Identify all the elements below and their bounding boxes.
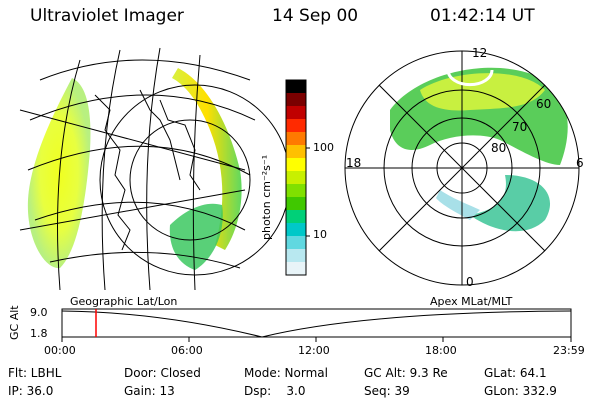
colorbar-frame (285, 79, 307, 276)
timeline-right-caption: Apex MLat/MLT (430, 295, 513, 308)
colorbar-tick-100: 100 (313, 141, 334, 154)
info-seq: Seq: 39 (364, 384, 410, 398)
colorbar-segment (286, 119, 306, 133)
date-label: 14 Sep 00 (272, 6, 359, 26)
polar-plot (344, 50, 580, 286)
colorbar-segment (286, 158, 306, 172)
x-tick-1200: 12:00 (298, 344, 330, 357)
colorbar-segment (286, 197, 306, 211)
colorbar-segment (286, 236, 306, 250)
colorbar-segment (286, 223, 306, 237)
colorbar-segment (286, 210, 306, 224)
colorbar-segment (286, 145, 306, 159)
info-glon: GLon: 332.9 (484, 384, 557, 398)
colorbar-unit-label: photon cm⁻²s⁻¹ (260, 154, 273, 240)
geographic-map (19, 47, 291, 291)
polar-grid (344, 50, 580, 286)
time-label: 01:42:14 UT (430, 6, 535, 26)
lat-label-80: 80 (491, 141, 507, 155)
altitude-curve (61, 310, 572, 338)
colorbar-segment (286, 106, 306, 120)
x-tick-2359: 23:59 (553, 344, 585, 357)
y-tick-9: 9.0 (30, 306, 48, 319)
sun-direction-arc (446, 69, 494, 87)
instrument-title: Ultraviolet Imager (30, 6, 184, 26)
info-ip: IP: 36.0 (8, 384, 54, 398)
diffuse-emission (436, 190, 480, 220)
info-gc-alt: GC Alt: 9.3 Re (364, 366, 448, 380)
timeline-ticks (61, 337, 572, 342)
colorbar-segment (286, 171, 306, 185)
lat-label-60: 60 (536, 97, 552, 111)
y-tick-1-8: 1.8 (30, 327, 48, 340)
colorbar-segment (286, 80, 306, 94)
altitude-timeline (61, 308, 572, 342)
colorbar-segment (286, 249, 306, 263)
timeline-frame (61, 308, 572, 338)
info-flt: Flt: LBHL (8, 366, 62, 380)
auroral-oval-dawn (470, 175, 551, 232)
colorbar-segment (286, 93, 306, 107)
mlt-label-6: 6 (576, 156, 584, 170)
auroral-oval-right (172, 68, 242, 250)
colorbar (285, 79, 310, 276)
timeline-y-label: GC Alt (8, 305, 21, 340)
colorbar-tick-10: 10 (313, 228, 327, 241)
auroral-patch (169, 203, 223, 270)
colorbar-segment (286, 184, 306, 198)
mlt-label-0: 0 (466, 275, 474, 289)
x-tick-1800: 18:00 (425, 344, 457, 357)
info-mode: Mode: Normal (244, 366, 328, 380)
info-glat: GLat: 64.1 (484, 366, 547, 380)
oval-bright-core (420, 73, 545, 111)
x-tick-0600: 06:00 (171, 344, 203, 357)
info-gain: Gain: 13 (124, 384, 175, 398)
lat-label-70: 70 (512, 120, 528, 134)
colorbar-segment (286, 132, 306, 146)
colorbar-segment (286, 262, 306, 276)
x-tick-0000: 00:00 (44, 344, 76, 357)
mlt-label-12: 12 (472, 46, 488, 60)
mlt-label-18: 18 (346, 156, 362, 170)
info-dsp: Dsp: 3.0 (244, 384, 306, 398)
info-door: Door: Closed (124, 366, 201, 380)
lat-lon-grid (19, 47, 291, 291)
timeline-left-caption: Geographic Lat/Lon (70, 295, 178, 308)
